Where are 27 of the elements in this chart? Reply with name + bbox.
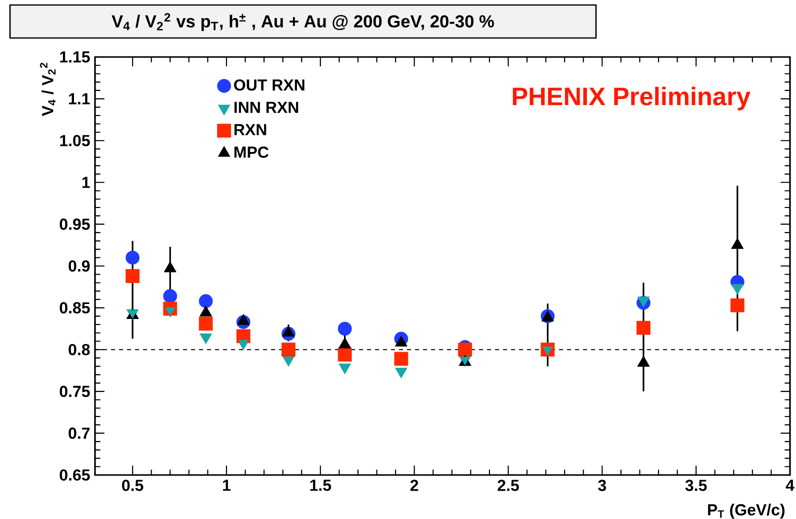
y-tick-label: 0.75 [60, 386, 90, 398]
x-tick-label: 4 [786, 480, 794, 491]
y-tick-label: 1 [82, 176, 90, 188]
y-tick-label: 0.9 [68, 260, 90, 272]
legend-label: INN RXN [234, 102, 298, 113]
x-tick-label: 3 [598, 480, 606, 492]
y-axis-title: V$_{4}$ / V$_{2}$2 [40, 62, 56, 116]
legend-label: OUT RXN [234, 79, 304, 91]
y-tick-label: 1.1 [69, 93, 90, 104]
x-tick-label: 0.5 [122, 480, 144, 492]
x-tick-label: 2 [410, 480, 418, 491]
x-tick-label: 3.5 [685, 480, 707, 492]
annotation: PHENIX Preliminary [512, 86, 750, 110]
y-tick-label: 0.65 [60, 469, 90, 481]
x-tick-label: 1 [223, 480, 230, 491]
legend-label: RXN [234, 124, 266, 136]
y-tick-label: 0.95 [60, 218, 90, 230]
x-tick-label: 2.5 [498, 480, 519, 492]
x-tick-label: 1.5 [310, 480, 332, 491]
y-tick-label: 1.05 [60, 134, 90, 146]
chart-title: V$_{4}$ / V$_{2}$$^{2}$ vs p$_{T}$, h$^{±}$ , Au + Au @ 200 GeV, 20-30 % [112, 13, 494, 31]
legend-label: MPC [234, 146, 269, 158]
y-tick-label: 1.15 [60, 51, 90, 63]
y-tick-label: 0.85 [60, 302, 90, 314]
x-axis-title: P$_{T}$ (GeV/c) [708, 504, 785, 519]
y-tick-label: 0.7 [68, 428, 90, 439]
y-tick-label: 0.8 [68, 344, 90, 356]
